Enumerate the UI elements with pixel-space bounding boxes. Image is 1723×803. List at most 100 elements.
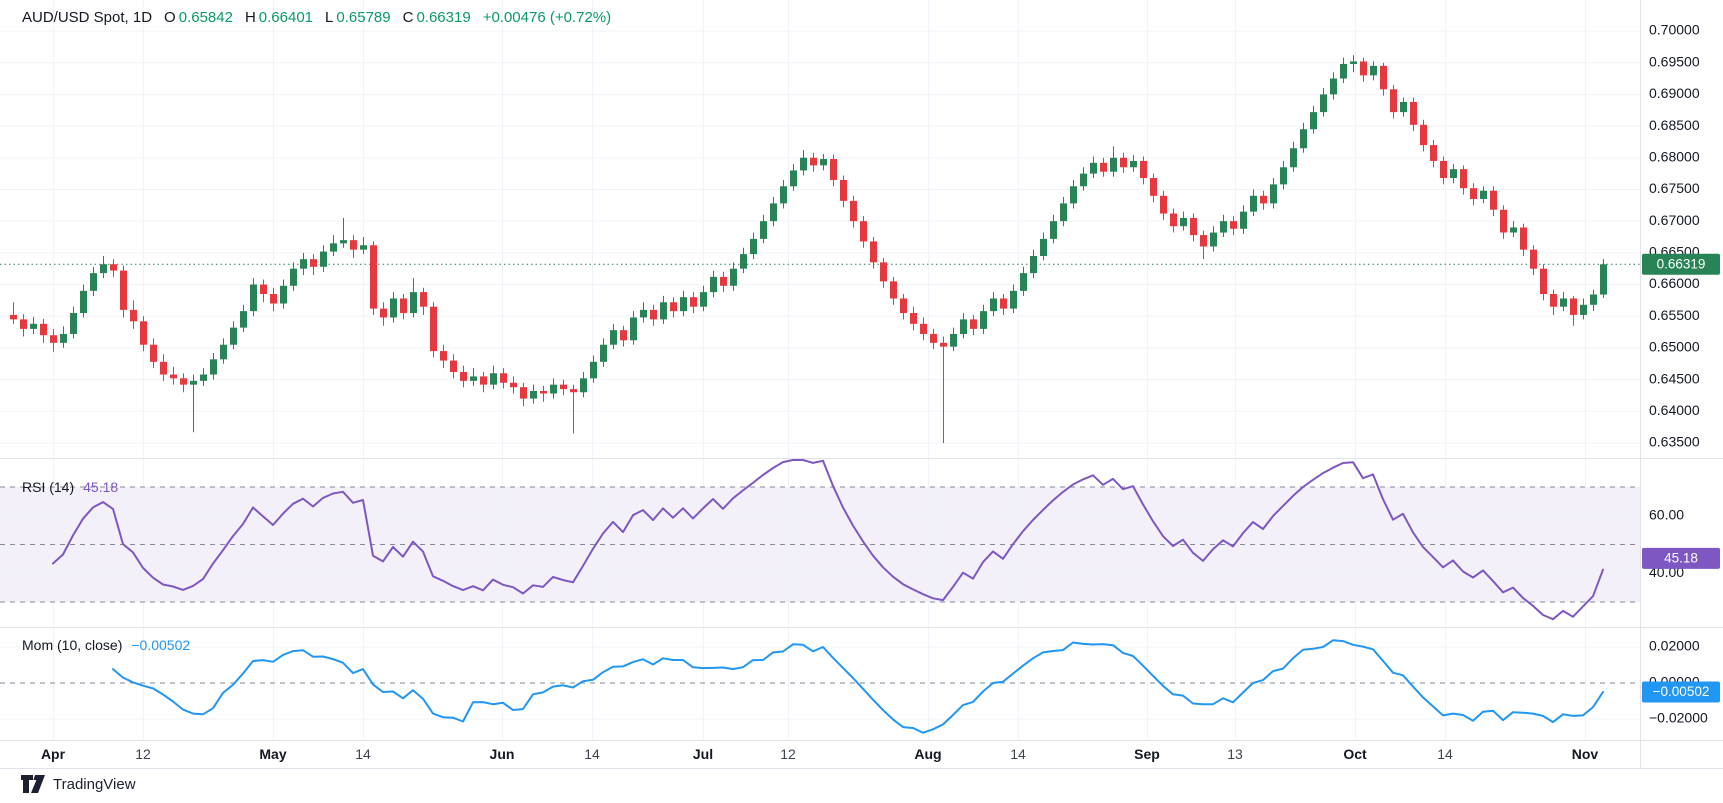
candle-down (920, 323, 927, 334)
candle-down (180, 378, 187, 385)
candle-up (530, 390, 537, 399)
candle-up (1220, 221, 1227, 233)
time-axis-label: Aug (914, 746, 942, 762)
candle-up (1090, 162, 1097, 174)
mom-badge-text: −0.00502 (1653, 684, 1710, 699)
candle-up (980, 311, 987, 329)
candle-down (450, 360, 457, 372)
candle-up (1450, 169, 1457, 179)
candle-down (420, 292, 427, 307)
candle-up (200, 374, 207, 381)
time-axis-label: 12 (780, 746, 796, 762)
time-axis-label: Sep (1134, 746, 1160, 762)
price-axis-tick: 0.68500 (1649, 117, 1700, 133)
momentum-title[interactable]: Mom (10, close) (22, 637, 123, 653)
candle-down (890, 281, 897, 299)
candle-down (970, 319, 977, 329)
candle-down (120, 270, 127, 310)
candle-down (720, 276, 727, 286)
candle-up (550, 384, 557, 394)
symbol-legend[interactable]: AUD/USD Spot, 1D O 0.65842 H 0.66401 L 0.65… (22, 9, 611, 26)
candle-down (840, 179, 847, 201)
price-badge-bg (1642, 253, 1720, 275)
candle-up (1350, 61, 1357, 64)
candle-down (1410, 101, 1417, 125)
candle-up (1310, 112, 1317, 130)
candle-up (770, 203, 777, 222)
candle-down (860, 221, 867, 242)
momentum-last-value: −0.00502 (131, 637, 191, 653)
candle-up (710, 276, 717, 293)
price-axis-tick: 0.67500 (1649, 180, 1700, 196)
time-axis-label: Jul (692, 746, 714, 762)
time-axis-label: 14 (584, 746, 600, 762)
momentum-line (112, 639, 1604, 734)
candle-up (1290, 148, 1297, 168)
candle-down (170, 374, 177, 379)
rsi-line (52, 459, 1604, 621)
candle-down (1160, 195, 1167, 214)
rsi-last-value: 45.18 (83, 479, 119, 495)
symbol-title[interactable]: AUD/USD Spot, 1D (22, 9, 153, 26)
candle-up (290, 268, 297, 286)
time-axis-label: 13 (1227, 746, 1243, 762)
candle-up (190, 380, 197, 385)
candle-down (1360, 61, 1367, 76)
rsi-title[interactable]: RSI (14) (22, 479, 75, 495)
candle-up (210, 359, 217, 375)
price-axis-tick: 0.69500 (1649, 53, 1700, 69)
candle-up (1130, 160, 1137, 168)
candle-down (430, 306, 437, 352)
rsi-legend[interactable]: RSI (14) 45.18 (22, 479, 118, 495)
candle-up (1080, 173, 1087, 187)
candle-down (520, 387, 527, 399)
candle-down (1470, 188, 1477, 199)
momentum-legend[interactable]: Mom (10, close) −0.00502 (22, 637, 190, 653)
candle-down (10, 314, 17, 320)
price-badge: 0.66319 (1642, 253, 1720, 275)
time-axis-label: Jun (489, 746, 515, 762)
candle-down (810, 157, 817, 166)
candle-down (560, 384, 567, 390)
candles-series[interactable] (10, 55, 1607, 443)
candle-down (370, 245, 377, 309)
candle-up (630, 317, 637, 341)
candle-up (1300, 129, 1307, 149)
candle-up (1270, 184, 1277, 204)
candle-up (1510, 227, 1517, 233)
candle-up (360, 245, 367, 250)
candle-down (830, 159, 837, 180)
candle-down (940, 342, 947, 347)
candle-down (870, 241, 877, 263)
tradingview-logo-text: TradingView (53, 775, 136, 793)
candle-up (1010, 290, 1017, 309)
mom-axis-tick: −0.02000 (1649, 710, 1708, 726)
candle-up (760, 221, 767, 239)
candle-down (1380, 65, 1387, 90)
candle-up (750, 238, 757, 255)
time-axis-label: 12 (135, 746, 151, 762)
candle-up (220, 344, 227, 360)
time-axis-label: May (259, 746, 287, 762)
price-axis-tick: 0.67000 (1649, 212, 1700, 228)
candle-down (1390, 89, 1397, 113)
time-axis[interactable]: Apr 12 May 14 Jun 14 Jul 12 Aug 14 Sep 13 Oct 14 Nov (0, 741, 1640, 768)
candle-up (1340, 63, 1347, 79)
candle-up (1180, 217, 1187, 227)
candle-down (1440, 160, 1447, 179)
candle-down (1260, 195, 1267, 204)
candle-down (500, 373, 507, 383)
time-axis-label: 14 (1437, 746, 1453, 762)
candle-up (1020, 273, 1027, 291)
price-axis-tick: 0.70000 (1649, 22, 1700, 38)
tradingview-branding[interactable]: TradingView (20, 774, 136, 794)
candle-up (1480, 190, 1487, 199)
tradingview-logo-icon (21, 775, 45, 793)
candle-up (960, 319, 967, 334)
candle-down (150, 344, 157, 362)
candle-up (1030, 255, 1037, 274)
mom-badge: −0.00502 (1642, 681, 1720, 703)
price-axis-tick: 0.65500 (1649, 307, 1700, 323)
candle-down (1530, 249, 1537, 269)
